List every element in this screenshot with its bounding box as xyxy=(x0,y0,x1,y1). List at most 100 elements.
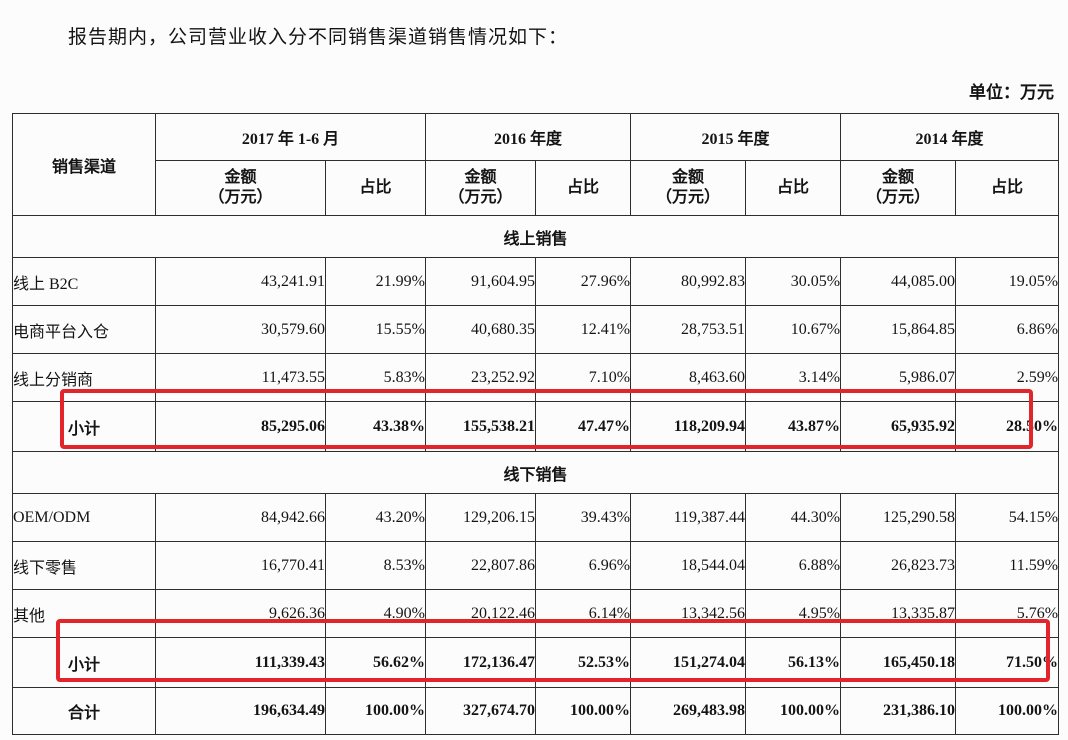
amount-cell: 22,807.86 xyxy=(425,541,536,590)
amount-cell: 80,992.83 xyxy=(630,257,747,306)
ratio-cell: 4.90% xyxy=(325,589,426,638)
period-header-2014: 2014 年度 xyxy=(840,113,1060,161)
channel-cell: 线上分销商 xyxy=(12,353,156,402)
ratio-cell: 21.99% xyxy=(325,257,426,306)
ratio-cell: 56.62% xyxy=(325,637,426,688)
channel-cell: 电商平台入仓 xyxy=(12,305,156,354)
table-row: 合计 196,634.49 100.00% 327,674.70 100.00% 269,… xyxy=(12,687,1060,735)
ratio-cell: 15.55% xyxy=(325,305,426,354)
period-header-2017: 2017 年 1-6 月 xyxy=(155,113,426,161)
amount-cell: 165,450.18 xyxy=(840,637,957,688)
ratio-cell: 39.43% xyxy=(534,493,632,542)
intro-text: 报告期内，公司营业收入分不同销售渠道销售情况如下： xyxy=(68,27,569,48)
amount-cell: 23,252.92 xyxy=(425,353,536,402)
ratio-cell: 7.10% xyxy=(534,353,632,402)
amount-cell: 129,206.15 xyxy=(425,493,536,542)
amount-cell: 91,604.95 xyxy=(425,257,536,306)
unit-label: 单位：万元 xyxy=(969,83,1054,102)
period-header-2016: 2016 年度 xyxy=(424,113,632,161)
ratio-cell: 47.47% xyxy=(534,401,632,452)
amount-header-2016: 金额 （万元） xyxy=(425,160,536,216)
amount-cell: 9,626.36 xyxy=(155,589,326,638)
amount-cell: 151,274.04 xyxy=(630,637,747,688)
amount-cell: 20,122.46 xyxy=(425,589,536,638)
ratio-cell: 28.50% xyxy=(955,401,1060,452)
amount-cell: 118,209.94 xyxy=(630,401,747,452)
amount-header-line2: （万元） xyxy=(656,189,721,206)
channel-cell: 线上 B2C xyxy=(12,257,156,306)
table-header-row-periods: 销售渠道 2017 年 1-6 月 2016 年度 2015 年度 2014 年… xyxy=(12,113,1060,216)
amount-cell: 111,339.43 xyxy=(155,637,326,688)
amount-cell: 231,386.10 xyxy=(840,687,957,735)
amount-header-line1: 金额 xyxy=(672,169,705,186)
ratio-cell: 100.00% xyxy=(534,687,632,735)
channel-cell: 合计 xyxy=(12,687,156,735)
amount-cell: 13,342.56 xyxy=(630,589,747,638)
ratio-cell: 43.38% xyxy=(325,401,426,452)
amount-header-2014: 金额 （万元） xyxy=(840,160,957,216)
amount-cell: 43,241.91 xyxy=(155,257,326,306)
amount-cell: 40,680.35 xyxy=(425,305,536,354)
amount-cell: 28,753.51 xyxy=(630,305,747,354)
amount-cell: 196,634.49 xyxy=(155,687,326,735)
ratio-cell: 44.30% xyxy=(745,493,842,542)
ratio-cell: 4.95% xyxy=(745,589,842,638)
ratio-header-2014: 占比 xyxy=(955,160,1060,216)
section-row: 线上销售 xyxy=(11,215,1060,258)
ratio-header-2017: 占比 xyxy=(325,160,426,216)
amount-header-line1: 金额 xyxy=(882,169,915,186)
table-header-row-measures: 金额 （万元） 占比 金额 （万元） 占比 金额 （万元） 占比 金额 （万元） 占比 xyxy=(13,160,1060,216)
table-row: 电商平台入仓 30,579.60 15.55% 40,680.35 12.41% 28,7… xyxy=(12,305,1060,354)
table-row: 线下零售 16,770.41 8.53% 22,807.86 6.96% 18,544.0… xyxy=(12,541,1060,590)
period-header-2015: 2015 年度 xyxy=(630,113,842,161)
ratio-header-2015: 占比 xyxy=(745,160,842,216)
section-row: 线下销售 xyxy=(11,451,1060,494)
ratio-cell: 71.50% xyxy=(955,637,1060,688)
section-title: 线上销售 xyxy=(11,215,1060,258)
amount-header-2017: 金额 （万元） xyxy=(155,160,326,216)
ratio-cell: 43.20% xyxy=(325,493,426,542)
ratio-cell: 11.59% xyxy=(955,541,1060,590)
ratio-cell: 3.14% xyxy=(745,353,842,402)
ratio-cell: 54.15% xyxy=(955,493,1060,542)
ratio-cell: 10.67% xyxy=(745,305,842,354)
amount-cell: 269,483.98 xyxy=(630,687,747,735)
amount-header-line2: （万元） xyxy=(448,189,513,206)
amount-cell: 18,544.04 xyxy=(630,541,747,590)
ratio-cell: 27.96% xyxy=(534,257,632,306)
ratio-cell: 100.00% xyxy=(745,687,842,735)
table-row: OEM/ODM 84,942.66 43.20% 129,206.15 39.43% 11… xyxy=(12,493,1060,542)
amount-cell: 13,335.87 xyxy=(840,589,957,638)
amount-cell: 26,823.73 xyxy=(840,541,957,590)
ratio-cell: 2.59% xyxy=(955,353,1060,402)
amount-cell: 11,473.55 xyxy=(155,353,326,402)
ratio-cell: 6.88% xyxy=(745,541,842,590)
amount-header-line1: 金额 xyxy=(224,169,257,186)
amount-cell: 16,770.41 xyxy=(155,541,326,590)
ratio-cell: 43.87% xyxy=(745,401,842,452)
amount-header-line1: 金额 xyxy=(464,169,497,186)
amount-cell: 125,290.58 xyxy=(840,493,957,542)
table-row: 线上分销商 11,473.55 5.83% 23,252.92 7.10% 8,463.6… xyxy=(12,353,1060,402)
amount-cell: 85,295.06 xyxy=(155,401,326,452)
ratio-cell: 12.41% xyxy=(534,305,632,354)
sales-table-wrapper: 销售渠道 2017 年 1-6 月 2016 年度 2015 年度 2014 年… xyxy=(11,113,1060,735)
channel-cell: 小计 xyxy=(12,401,156,452)
channel-cell: 其他 xyxy=(12,589,156,638)
ratio-cell: 19.05% xyxy=(955,257,1060,306)
ratio-cell: 5.83% xyxy=(325,353,426,402)
ratio-cell: 56.13% xyxy=(745,637,842,688)
ratio-cell: 52.53% xyxy=(534,637,632,688)
ratio-cell: 5.76% xyxy=(955,589,1060,638)
amount-cell: 119,387.44 xyxy=(630,493,747,542)
section-title: 线下销售 xyxy=(11,451,1060,494)
amount-header-line2: （万元） xyxy=(208,189,273,206)
ratio-cell: 100.00% xyxy=(325,687,426,735)
amount-cell: 15,864.85 xyxy=(840,305,957,354)
ratio-cell: 6.86% xyxy=(955,305,1060,354)
ratio-cell: 8.53% xyxy=(325,541,426,590)
table-row: 线上 B2C 43,241.91 21.99% 91,604.95 27.96% 80,9… xyxy=(12,257,1060,306)
table-row: 小计 85,295.06 43.38% 155,538.21 47.47% 118,209… xyxy=(12,401,1060,452)
amount-cell: 327,674.70 xyxy=(425,687,536,735)
